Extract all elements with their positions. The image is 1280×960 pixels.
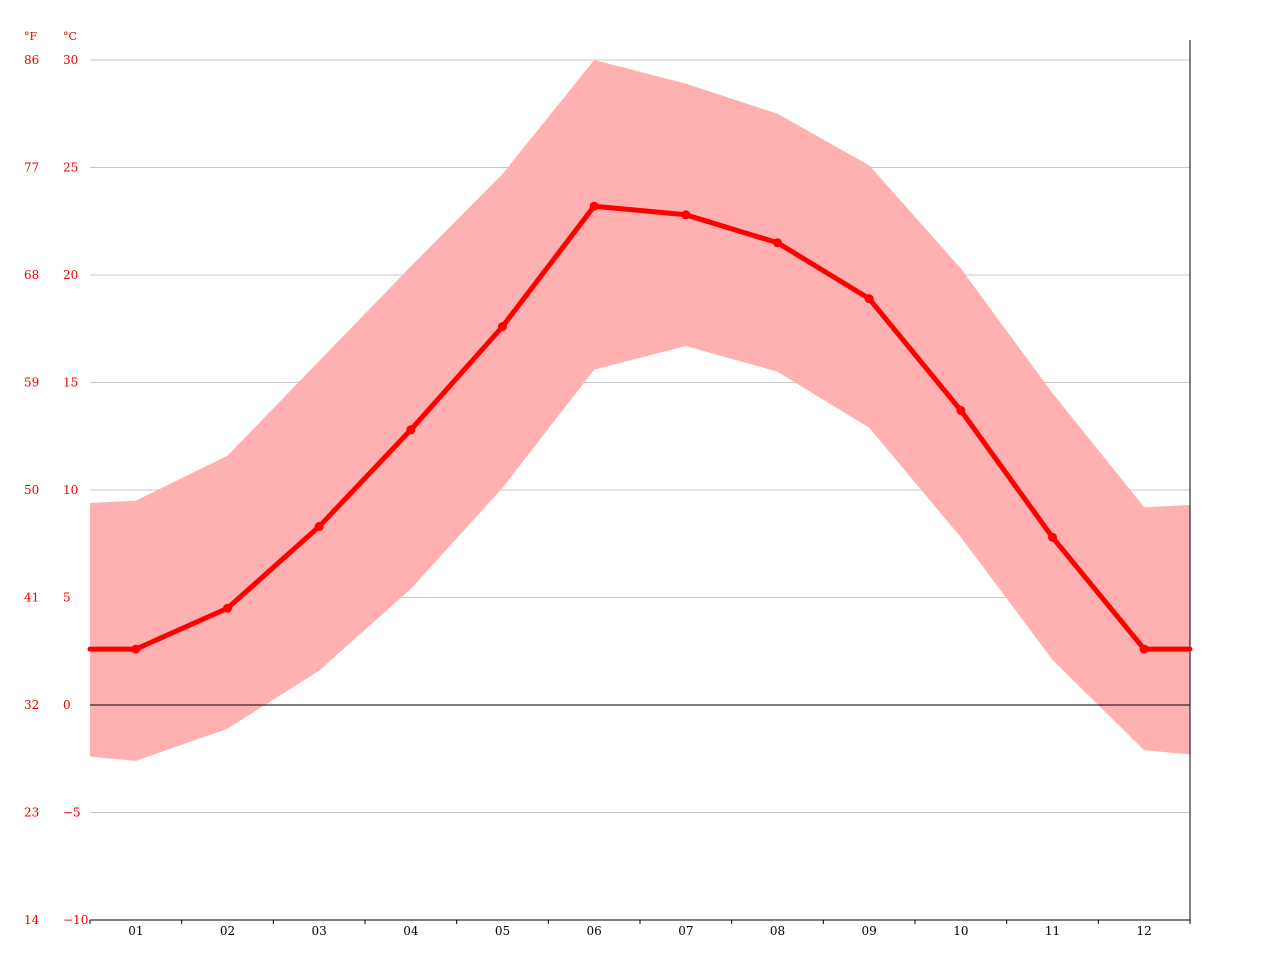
celsius-tick-label: 30 bbox=[63, 53, 78, 67]
data-point bbox=[864, 294, 874, 304]
x-tick-label: 06 bbox=[587, 924, 602, 938]
fahrenheit-tick-label: 50 bbox=[24, 483, 39, 497]
celsius-tick-label: 15 bbox=[63, 376, 78, 390]
data-point bbox=[1139, 644, 1149, 654]
y-tick-labels: °F °C 30 86 25 77 20 68 15 59 10 50 5 41 0 32 −5 23 −10 1… bbox=[24, 30, 88, 927]
x-tick-label: 03 bbox=[312, 924, 327, 938]
celsius-tick-label: −5 bbox=[63, 806, 81, 820]
x-tick-label: 02 bbox=[220, 924, 235, 938]
fahrenheit-tick-label: 32 bbox=[24, 698, 39, 712]
data-point bbox=[956, 405, 966, 415]
x-tick-label: 10 bbox=[953, 924, 968, 938]
celsius-tick-label: 0 bbox=[63, 698, 71, 712]
axes bbox=[89, 40, 1191, 924]
fahrenheit-tick-label: 77 bbox=[24, 161, 39, 175]
data-point bbox=[131, 644, 141, 654]
x-tick-label: 01 bbox=[128, 924, 143, 938]
x-tick-label: 04 bbox=[403, 924, 419, 938]
data-point bbox=[314, 522, 324, 532]
fahrenheit-tick-label: 68 bbox=[24, 268, 39, 282]
fahrenheit-tick-label: 59 bbox=[24, 376, 39, 390]
data-point bbox=[498, 322, 507, 332]
celsius-tick-label: 25 bbox=[63, 161, 78, 175]
fahrenheit-unit-label: °F bbox=[24, 30, 38, 43]
x-tick-label: 09 bbox=[862, 924, 877, 938]
data-point bbox=[223, 603, 232, 613]
fahrenheit-tick-label: 86 bbox=[24, 53, 39, 67]
x-tick-label: 12 bbox=[1137, 924, 1152, 938]
celsius-tick-label: −10 bbox=[63, 913, 88, 927]
x-tick-labels: 01 02 03 04 05 06 07 08 09 10 11 12 bbox=[128, 924, 1152, 938]
data-point bbox=[406, 425, 416, 435]
mean-line bbox=[87, 203, 1193, 652]
celsius-tick-label: 5 bbox=[63, 591, 71, 605]
fahrenheit-tick-label: 23 bbox=[24, 806, 39, 820]
mean-temperature-series bbox=[87, 201, 1193, 654]
data-point bbox=[589, 201, 599, 211]
data-point bbox=[773, 238, 782, 248]
x-tick-label: 05 bbox=[495, 924, 510, 938]
x-tick-label: 11 bbox=[1045, 924, 1060, 938]
data-point bbox=[681, 210, 691, 220]
celsius-tick-label: 20 bbox=[63, 268, 78, 282]
fahrenheit-tick-label: 41 bbox=[24, 591, 39, 605]
x-tick-label: 08 bbox=[770, 924, 785, 938]
celsius-unit-label: °C bbox=[63, 30, 77, 43]
min-max-band bbox=[90, 60, 1190, 761]
temperature-range-band bbox=[90, 60, 1190, 761]
fahrenheit-tick-label: 14 bbox=[24, 913, 40, 927]
x-tick-label: 07 bbox=[678, 924, 693, 938]
celsius-tick-label: 10 bbox=[63, 483, 78, 497]
data-point bbox=[1048, 532, 1057, 542]
